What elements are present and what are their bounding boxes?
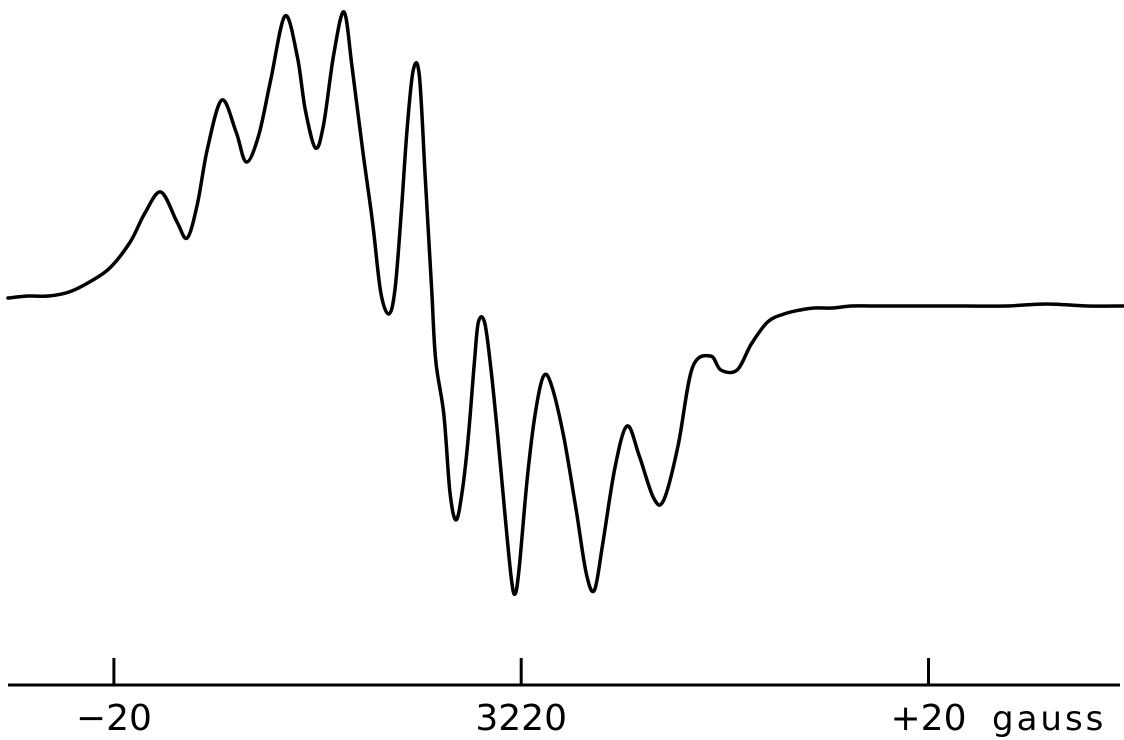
plot-area xyxy=(6,10,1124,597)
spectrum-line-series-0 xyxy=(6,10,1124,597)
x-tick-label: +20 xyxy=(891,698,967,739)
x-axis-unit-label: gauss xyxy=(992,699,1106,739)
x-tick-label: 3220 xyxy=(475,698,567,739)
x-tick-label: −20 xyxy=(76,698,152,739)
x-axis-ticks: −20 3220 +20 xyxy=(76,658,967,739)
